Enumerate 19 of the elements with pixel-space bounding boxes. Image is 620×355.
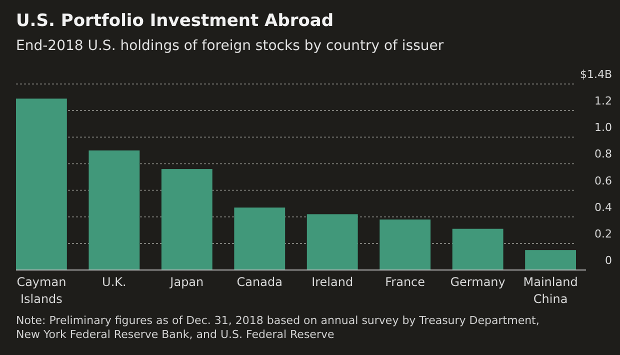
chart-title: U.S. Portfolio Investment Abroad bbox=[16, 11, 334, 31]
y-tick-label: 0 bbox=[605, 254, 612, 267]
y-tick-label: 1.2 bbox=[594, 94, 612, 108]
text: Note: Preliminary figures as of Dec. 31, 2018 based on annual survey by Treasury Department, New York Federal Reserve Bank, and U.S. Federal Reserve bbox=[16, 314, 540, 341]
x-tick-label: Germany bbox=[450, 275, 506, 289]
y-tick-label: $1.4B bbox=[580, 68, 612, 81]
x-tick-label: U.K. bbox=[102, 275, 126, 289]
chart-subtitle: End-2018 U.S. holdings of foreign stocks by country of issuer bbox=[16, 38, 444, 54]
y-tick-label: 0.4 bbox=[594, 200, 612, 214]
y-tick-label: 0.2 bbox=[594, 227, 612, 240]
x-tick-label: Cayman Islands bbox=[16, 275, 66, 306]
y-tick-label: 0.6 bbox=[594, 174, 612, 188]
y-tick-label: 0.8 bbox=[594, 148, 612, 161]
x-tick-label: Canada bbox=[236, 275, 282, 289]
x-tick-label: Ireland bbox=[312, 275, 354, 289]
x-tick-label: Japan bbox=[169, 275, 204, 289]
x-tick-label: Mainland China bbox=[523, 275, 578, 306]
y-tick-label: 1.0 bbox=[594, 121, 612, 134]
x-tick-label: France bbox=[385, 275, 426, 289]
